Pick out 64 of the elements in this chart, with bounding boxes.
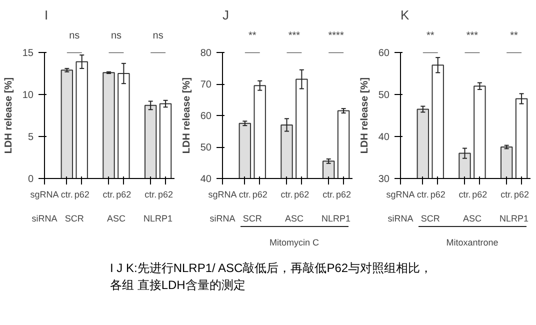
x-tick-label: p62 (430, 190, 446, 200)
text: NLRP1 (144, 214, 173, 224)
x-tick-label: p62 (336, 190, 352, 200)
y-tick-label: 0 (28, 174, 34, 185)
text: siRNA (210, 214, 236, 224)
x-tick-label: ctr. (144, 190, 157, 200)
text: ** (426, 30, 434, 42)
text: Mitomycin C (269, 238, 320, 248)
text: ns (152, 30, 164, 42)
y-axis-title: LDH release [%] (3, 77, 14, 154)
x-tick-label: ctr. (416, 190, 429, 200)
text: ASC (462, 214, 482, 224)
x-tick-label: p62 (514, 190, 530, 200)
text: sgRNA (208, 190, 237, 200)
text: ns (69, 30, 80, 42)
y-axis-title: LDH release [%] (181, 77, 192, 154)
text: sgRNA (30, 190, 59, 200)
y-tick-label: 50 (200, 142, 212, 154)
x-tick-label: p62 (116, 190, 132, 200)
x-tick-label: ctr. (102, 190, 115, 200)
text: I J K:先进行NLRP1/ ASC敲低后，再敲低P62与对照组相比，各组 直接LDH含量的测定 (110, 260, 434, 294)
x-tick-label: p62 (472, 190, 488, 200)
text: siRNA (32, 214, 58, 224)
x-tick-label: p62 (158, 190, 174, 200)
y-axis-title: LDH release [%] (359, 77, 370, 154)
y-tick-label: 60 (200, 111, 212, 122)
text: ** (248, 30, 256, 42)
x-tick-label: ctr. (500, 190, 513, 200)
y-tick-label: 15 (22, 48, 34, 59)
text: *** (466, 30, 478, 42)
y-tick-label: 40 (378, 132, 390, 143)
text: NLRP1 (322, 214, 351, 224)
text: SCR (64, 214, 84, 224)
x-tick-label: ctr. (458, 190, 471, 200)
text: ** (510, 30, 518, 42)
chart-title: J (222, 8, 229, 22)
text: ns (110, 30, 122, 42)
chart-title: I (44, 8, 48, 22)
y-tick-label: 60 (378, 48, 390, 59)
x-tick-label: p62 (74, 190, 90, 200)
y-tick-label: 70 (200, 80, 212, 90)
y-tick-label: 40 (200, 174, 212, 185)
text: ASC (284, 214, 304, 224)
y-tick-label: 80 (200, 48, 212, 59)
x-tick-label: ctr. (322, 190, 335, 200)
x-tick-label: ctr. (238, 190, 251, 200)
y-tick-label: 30 (378, 174, 390, 185)
y-tick-label: 5 (28, 132, 34, 143)
x-tick-label: p62 (252, 190, 268, 200)
text: *** (288, 30, 300, 42)
x-tick-label: p62 (294, 190, 310, 200)
text: **** (328, 30, 344, 42)
text: NLRP1 (500, 214, 529, 224)
text: sgRNA (386, 190, 415, 200)
text: Mitoxantrone (446, 238, 498, 248)
x-tick-label: ctr. (60, 190, 73, 200)
y-tick-label: 50 (378, 90, 390, 101)
chart-title: K (400, 8, 410, 22)
text: siRNA (388, 214, 414, 224)
y-tick-label: 10 (22, 90, 34, 101)
text: SCR (420, 214, 440, 224)
x-tick-label: ctr. (280, 190, 293, 200)
text: ASC (106, 214, 126, 224)
text: SCR (242, 214, 262, 224)
